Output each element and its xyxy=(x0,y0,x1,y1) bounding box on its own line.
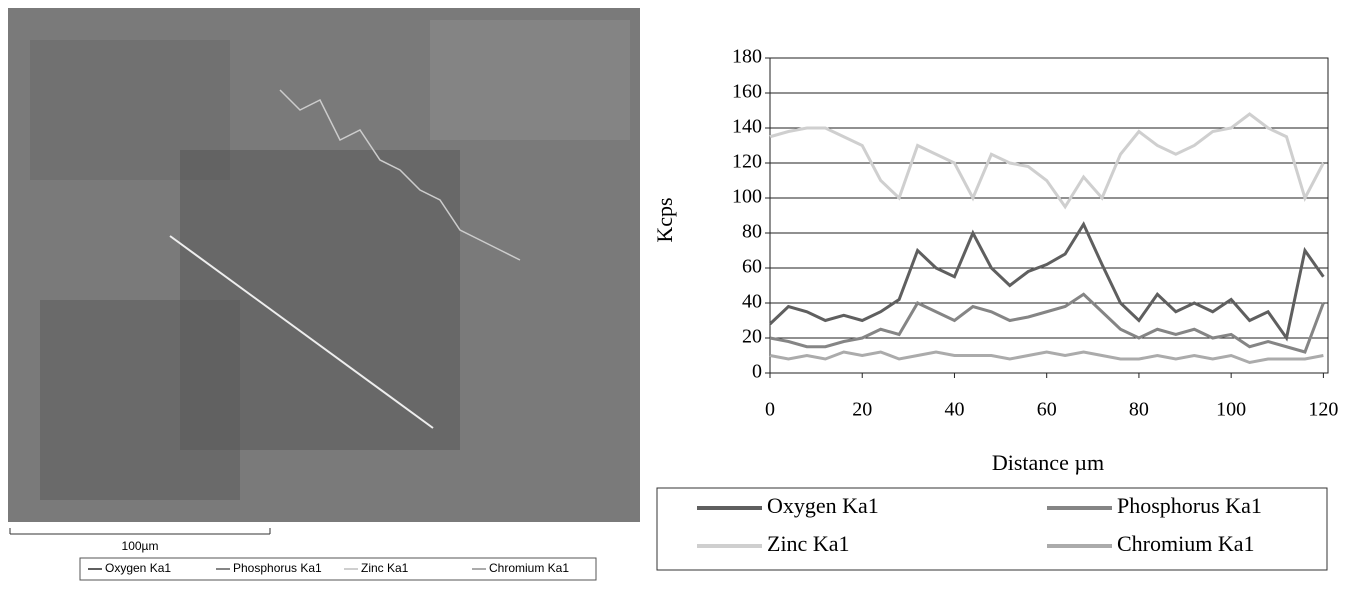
y-tick-label: 160 xyxy=(732,81,762,103)
y-tick-label: 80 xyxy=(742,221,762,243)
y-tick-label: 0 xyxy=(752,361,762,383)
x-tick-label: 80 xyxy=(1129,399,1149,421)
image-legend-label: Phosphorus Ka1 xyxy=(233,561,322,575)
y-tick-label: 60 xyxy=(742,256,762,278)
x-tick-label: 60 xyxy=(1037,399,1057,421)
legend-label: Zinc Ka1 xyxy=(767,531,849,556)
x-tick-label: 20 xyxy=(852,399,872,421)
y-tick-label: 180 xyxy=(732,46,762,68)
series-line xyxy=(770,224,1323,338)
sem-texture xyxy=(40,300,240,500)
y-tick-label: 100 xyxy=(732,186,762,208)
image-legend-label: Oxygen Ka1 xyxy=(105,561,171,575)
x-tick-label: 100 xyxy=(1216,399,1246,421)
figure: 100µm Kcps Distance µm 0 20 40 60 80 100 120 14… xyxy=(0,0,1356,590)
x-tick-label: 120 xyxy=(1308,399,1338,421)
image-legend-label: Zinc Ka1 xyxy=(361,561,409,575)
y-tick-label: 20 xyxy=(742,326,762,348)
image-legend-label: Chromium Ka1 xyxy=(489,561,569,575)
plot-frame xyxy=(770,58,1328,373)
y-tick-label: 120 xyxy=(732,151,762,173)
y-tick-label: 140 xyxy=(732,116,762,138)
series-line xyxy=(770,352,1323,363)
x-tick-label: 0 xyxy=(765,399,775,421)
x-axis-label: Distance µm xyxy=(992,450,1104,475)
sem-texture xyxy=(430,20,630,140)
legend-label: Chromium Ka1 xyxy=(1117,531,1255,556)
y-tick-label: 40 xyxy=(742,291,762,313)
y-axis-label: Kcps xyxy=(652,197,677,242)
legend-label: Oxygen Ka1 xyxy=(767,493,879,518)
scale-label: 100µm xyxy=(122,539,159,553)
sem-image xyxy=(8,8,640,522)
legend-label: Phosphorus Ka1 xyxy=(1117,493,1262,518)
x-tick-label: 40 xyxy=(944,399,964,421)
